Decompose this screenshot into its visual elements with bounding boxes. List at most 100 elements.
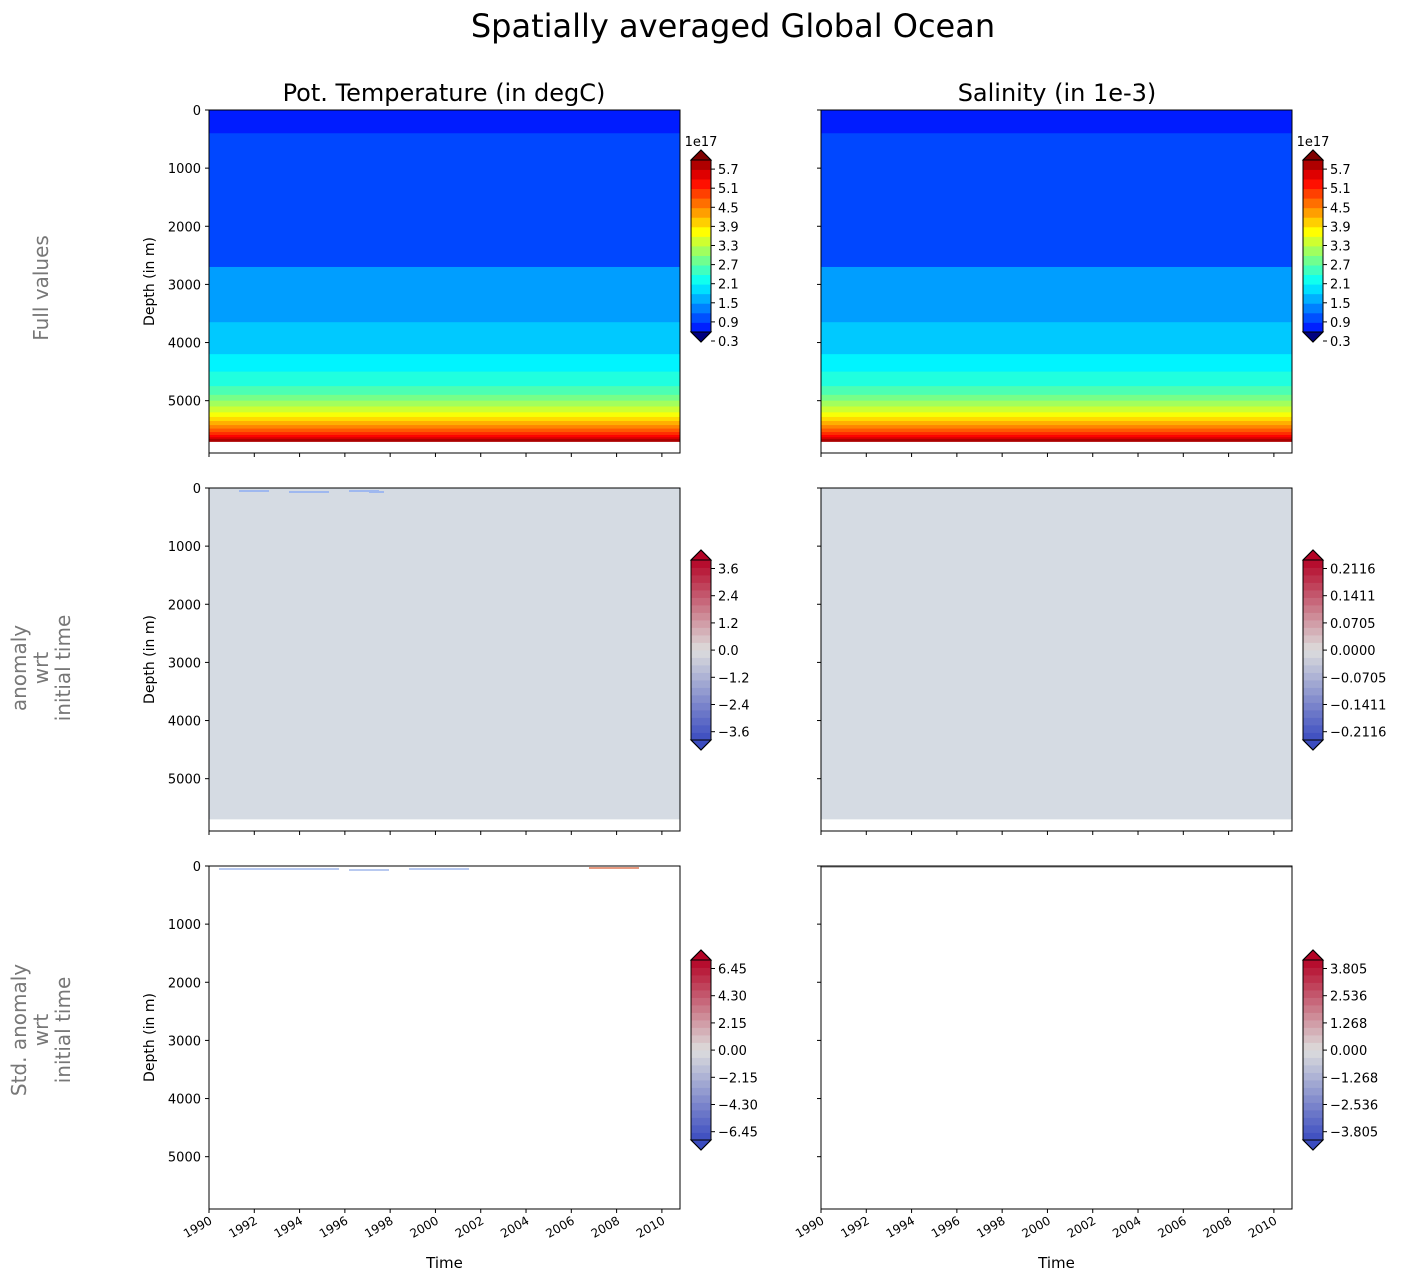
colorbar-level — [1303, 650, 1323, 658]
colorbar-outline — [1302, 149, 1324, 343]
colorbar-level — [691, 265, 711, 276]
colorbar-tick-label: −1.2 — [718, 671, 750, 686]
contour-band — [821, 322, 1292, 355]
colorbar-level — [691, 672, 711, 681]
contour-band — [821, 400, 1292, 407]
colorbar-tick-label: 2.4 — [718, 590, 739, 605]
colorbar-level — [1303, 1087, 1323, 1096]
y-tick-label: 0 — [193, 482, 201, 497]
y-tick-label: 3000 — [168, 656, 201, 671]
colorbar-tick-label: 3.9 — [1330, 220, 1351, 235]
colorbar-tick-label: −6.45 — [718, 1126, 758, 1141]
colorbar-level — [691, 627, 711, 636]
colorbar-extend-max — [689, 549, 713, 561]
colorbar-level — [1303, 590, 1323, 598]
contour-band — [239, 490, 384, 493]
colorbar-level — [691, 1132, 711, 1141]
contour-band — [821, 133, 1292, 268]
colorbar-level — [691, 198, 711, 209]
colorbar-tick-label: −2.536 — [1330, 1099, 1378, 1114]
colorbar: 1e17 0.3 0.9 1.5 2.1 2.7 3.3 3.9 4.5 5.1 5.7 — [685, 135, 739, 350]
colorbar-level — [1303, 274, 1323, 285]
colorbar-tick-label: 5.1 — [1330, 182, 1351, 197]
colorbar-extend-max — [1301, 949, 1325, 961]
colorbar-level — [691, 179, 711, 190]
colorbar-level — [691, 284, 711, 295]
x-tick-label: 2002 — [1065, 1213, 1098, 1240]
colorbar: 3.805 2.536 1.268 0.000 −1.268 −2.536 −3.805 — [1301, 949, 1378, 1151]
colorbar-tick-label: 5.7 — [1330, 163, 1351, 178]
colorbar-level — [691, 997, 711, 1006]
colorbar-tick-label: 2.1 — [718, 278, 739, 293]
colorbar-tick-label: −3.6 — [718, 726, 750, 741]
colorbar-level — [1303, 967, 1323, 976]
row-label-line: Std. anomaly — [7, 964, 31, 1096]
y-tick-label: 1000 — [168, 918, 201, 933]
colorbar-level — [691, 160, 711, 170]
colorbar-level — [1303, 960, 1323, 968]
colorbar-extend-min — [689, 1139, 713, 1151]
colorbar-level — [1303, 732, 1323, 741]
colorbar-level — [691, 169, 711, 180]
x-tick-label: 1990 — [181, 1213, 214, 1240]
colorbar-tick-label: −0.2116 — [1330, 726, 1386, 741]
axes-frame — [820, 487, 1293, 832]
column-title-salinity: Salinity (in 1e-3) — [958, 79, 1157, 107]
colorbar-tick-label: 0.3 — [718, 335, 739, 350]
colorbar-level — [691, 303, 711, 314]
y-tick-label: 4000 — [168, 1093, 201, 1108]
colorbar-level — [1303, 1102, 1323, 1111]
colorbar-tick-label: 0.3 — [1330, 335, 1351, 350]
x-axis-label: Time — [1037, 1254, 1075, 1272]
colorbar-level — [1303, 997, 1323, 1006]
y-tick-label: 5000 — [168, 1151, 201, 1166]
colorbar-tick-label: 1.2 — [718, 617, 739, 632]
colorbar-level — [1303, 575, 1323, 583]
contour-band — [821, 371, 1292, 387]
contour-band — [209, 416, 680, 422]
colorbar-tick-label: 3.6 — [718, 563, 739, 578]
colorbar-level — [1303, 982, 1323, 991]
colorbar-tick-label: 2.7 — [718, 259, 739, 274]
contour-band — [821, 488, 1292, 820]
colorbar-level — [1303, 217, 1323, 228]
colorbar-level — [1303, 246, 1323, 256]
colorbar-tick-label: 0.000 — [1330, 1044, 1367, 1059]
colorbar-level — [1303, 702, 1323, 711]
colorbar-level — [691, 1095, 711, 1103]
colorbar-level — [691, 255, 711, 266]
colorbar-tick-label: −0.1411 — [1330, 699, 1386, 714]
contour-band — [821, 425, 1292, 430]
contour-band — [821, 432, 1292, 436]
colorbar-level — [1303, 284, 1323, 295]
y-tick-label: 5000 — [168, 395, 201, 410]
colorbar-level — [1303, 1117, 1323, 1126]
figure-title: Spatially averaged Global Ocean — [471, 7, 995, 45]
colorbar-tick-label: 0.9 — [718, 316, 739, 331]
colorbar-extend-max — [689, 149, 713, 161]
contour-band — [821, 412, 1292, 418]
contour-band — [209, 425, 680, 430]
row-label-line: initial time — [51, 615, 75, 722]
x-tick-label: 2004 — [498, 1213, 531, 1240]
colorbar-level — [691, 710, 711, 718]
y-tick-label: 1000 — [168, 540, 201, 555]
y-axis-label: Depth (in m) — [142, 993, 158, 1082]
colorbar-level — [691, 1050, 711, 1058]
colorbar-multiplier: 1e17 — [1297, 135, 1330, 150]
panel-r2-c0: 0 1000 2000 3000 4000 5000 Depth (in m) 1990 199… — [142, 860, 758, 1272]
x-tick-label: 1994 — [884, 1213, 917, 1240]
colorbar-level — [1303, 255, 1323, 266]
x-tick-label: 1996 — [929, 1213, 962, 1240]
colorbar-level — [1303, 1035, 1323, 1043]
colorbar-level — [691, 687, 711, 696]
contour-band — [209, 488, 680, 820]
colorbar-level — [691, 274, 711, 285]
colorbar-level — [691, 605, 711, 613]
colorbar-level — [1303, 1080, 1323, 1088]
colorbar-level — [1303, 687, 1323, 696]
x-tick-label: 1998 — [362, 1213, 395, 1240]
contour-band — [209, 406, 680, 413]
colorbar-level — [691, 1087, 711, 1096]
